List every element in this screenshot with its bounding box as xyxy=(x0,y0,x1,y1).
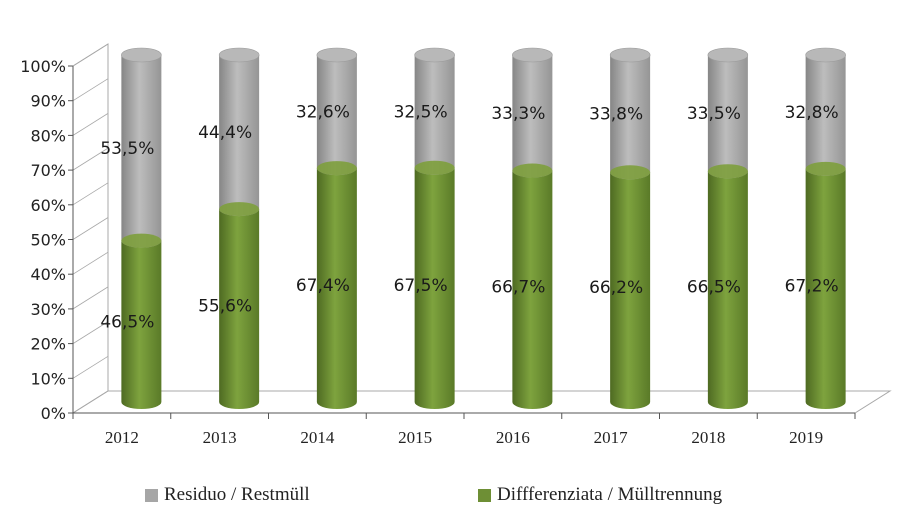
y-depth-line xyxy=(72,251,109,275)
legend-item-residuo: Residuo / Restmüll xyxy=(145,482,310,508)
y-depth-line xyxy=(72,182,109,206)
data-label-residuo: 33,3% xyxy=(491,104,545,124)
bar-separator-cap xyxy=(610,165,651,180)
data-label-differenziata: 67,5% xyxy=(394,276,448,296)
data-label-differenziata: 67,4% xyxy=(296,276,350,296)
data-label-differenziata: 66,2% xyxy=(589,278,643,298)
bar-group: 46,5% 53,5% xyxy=(100,47,162,409)
data-label-differenziata: 67,2% xyxy=(785,276,839,296)
bar-differenziata xyxy=(707,171,748,409)
x-tick-label: 2013 xyxy=(203,428,237,447)
data-label-residuo: 32,5% xyxy=(394,102,448,122)
y-tick-label: 20% xyxy=(30,335,66,354)
bar-separator-cap xyxy=(219,202,260,217)
bar-group: 66,7% 33,3% xyxy=(491,47,553,409)
x-tick-label: 2012 xyxy=(105,428,139,447)
bar-residuo xyxy=(512,55,553,178)
bar-top-cap xyxy=(414,47,455,63)
bar-top-cap xyxy=(707,47,749,63)
bar-group: 66,5% 33,5% xyxy=(687,47,749,409)
stacked-cylinder-chart: 0% 10% 20% 30% 40% 50% 60% 70% 80% 90% 100% 46,5% 5… xyxy=(20,43,892,447)
bar-top-cap xyxy=(512,47,553,63)
data-label-differenziata: 46,5% xyxy=(100,312,154,332)
floor xyxy=(71,390,892,414)
bar-top-cap xyxy=(609,47,651,63)
data-label-residuo: 53,5% xyxy=(100,139,154,159)
bar-separator-cap xyxy=(707,164,748,179)
y-depth-line xyxy=(72,147,109,171)
bar-group: 55,6% 44,4% xyxy=(198,47,260,409)
y-tick-label: 60% xyxy=(30,196,66,215)
bar-group: 66,2% 33,8% xyxy=(589,47,651,409)
bar-separator-cap xyxy=(121,233,162,248)
y-depth-line xyxy=(72,286,109,310)
bar-differenziata xyxy=(121,240,162,409)
bar-residuo xyxy=(316,55,357,176)
data-label-differenziata: 66,7% xyxy=(491,277,545,297)
bar-residuo xyxy=(707,55,748,179)
data-label-residuo: 33,8% xyxy=(589,105,643,125)
bars: 46,5% 53,5% 55,6% 44,4% 67,4% 32,6% 67,5% 32,5%… xyxy=(100,47,846,409)
y-tick-label: 10% xyxy=(30,369,66,388)
y-depth-line xyxy=(72,321,109,344)
data-label-differenziata: 55,6% xyxy=(198,297,252,317)
bar-separator-cap xyxy=(316,161,357,176)
y-tick-label: 100% xyxy=(20,57,66,76)
bar-residuo xyxy=(121,55,162,248)
bar-residuo xyxy=(414,55,455,175)
y-tick-label: 40% xyxy=(30,265,66,284)
legend-swatch-differenziata xyxy=(478,488,491,502)
bar-group: 67,4% 32,6% xyxy=(296,47,358,409)
bar-differenziata xyxy=(512,170,553,409)
y-depth-line xyxy=(72,43,109,67)
y-tick-label: 30% xyxy=(30,300,66,319)
y-tick-label: 80% xyxy=(30,126,66,145)
data-label-differenziata: 66,5% xyxy=(687,278,741,298)
y-tick-label: 0% xyxy=(41,404,66,423)
data-label-residuo: 33,5% xyxy=(687,104,741,124)
y-depth-line xyxy=(72,113,109,136)
y-depth-line xyxy=(72,390,109,414)
y-depth-line xyxy=(72,355,109,379)
chart-frame xyxy=(71,43,892,414)
legend-item-differenziata: Diffferenziata / Mülltrennung xyxy=(478,482,722,508)
bar-differenziata xyxy=(610,172,651,409)
x-tick-label: 2015 xyxy=(398,428,432,447)
data-label-residuo: 44,4% xyxy=(198,123,252,143)
legend-swatch-residuo xyxy=(145,488,158,502)
data-label-residuo: 32,8% xyxy=(785,103,839,123)
bar-differenziata xyxy=(805,168,846,409)
bar-residuo xyxy=(219,55,260,217)
bar-differenziata xyxy=(414,167,455,409)
bar-top-cap xyxy=(316,47,358,63)
x-tick-label: 2019 xyxy=(789,428,823,447)
x-tick-label: 2014 xyxy=(300,428,335,447)
bar-separator-cap xyxy=(414,160,455,175)
bar-group: 67,5% 32,5% xyxy=(394,47,455,409)
y-axis: 0% 10% 20% 30% 40% 50% 60% 70% 80% 90% 100% xyxy=(20,43,109,423)
y-depth-line xyxy=(72,217,109,240)
y-depth-line xyxy=(72,78,109,102)
y-tick-label: 50% xyxy=(30,231,66,250)
legend-label-residuo: Residuo / Restmüll xyxy=(164,484,310,505)
bar-top-cap xyxy=(218,47,260,63)
bar-residuo xyxy=(805,55,846,176)
legend-label-differenziata: Diffferenziata / Mülltrennung xyxy=(497,484,723,505)
bar-top-cap xyxy=(805,47,846,63)
y-tick-label: 90% xyxy=(30,92,66,111)
x-tick-label: 2016 xyxy=(496,428,530,447)
bar-differenziata xyxy=(316,168,357,409)
y-tick-label: 70% xyxy=(30,161,66,180)
bar-top-cap xyxy=(121,47,162,63)
bar-differenziata xyxy=(219,209,260,409)
bar-separator-cap xyxy=(805,161,846,176)
x-tick-label: 2017 xyxy=(594,428,629,447)
data-label-residuo: 32,6% xyxy=(296,103,350,123)
bar-separator-cap xyxy=(512,163,553,178)
x-tick-label: 2018 xyxy=(691,428,725,447)
bar-residuo xyxy=(610,55,651,180)
bar-group: 67,2% 32,8% xyxy=(785,47,846,409)
x-axis: 2012 2013 2014 2015 2016 2017 2018 2019 xyxy=(72,412,856,447)
